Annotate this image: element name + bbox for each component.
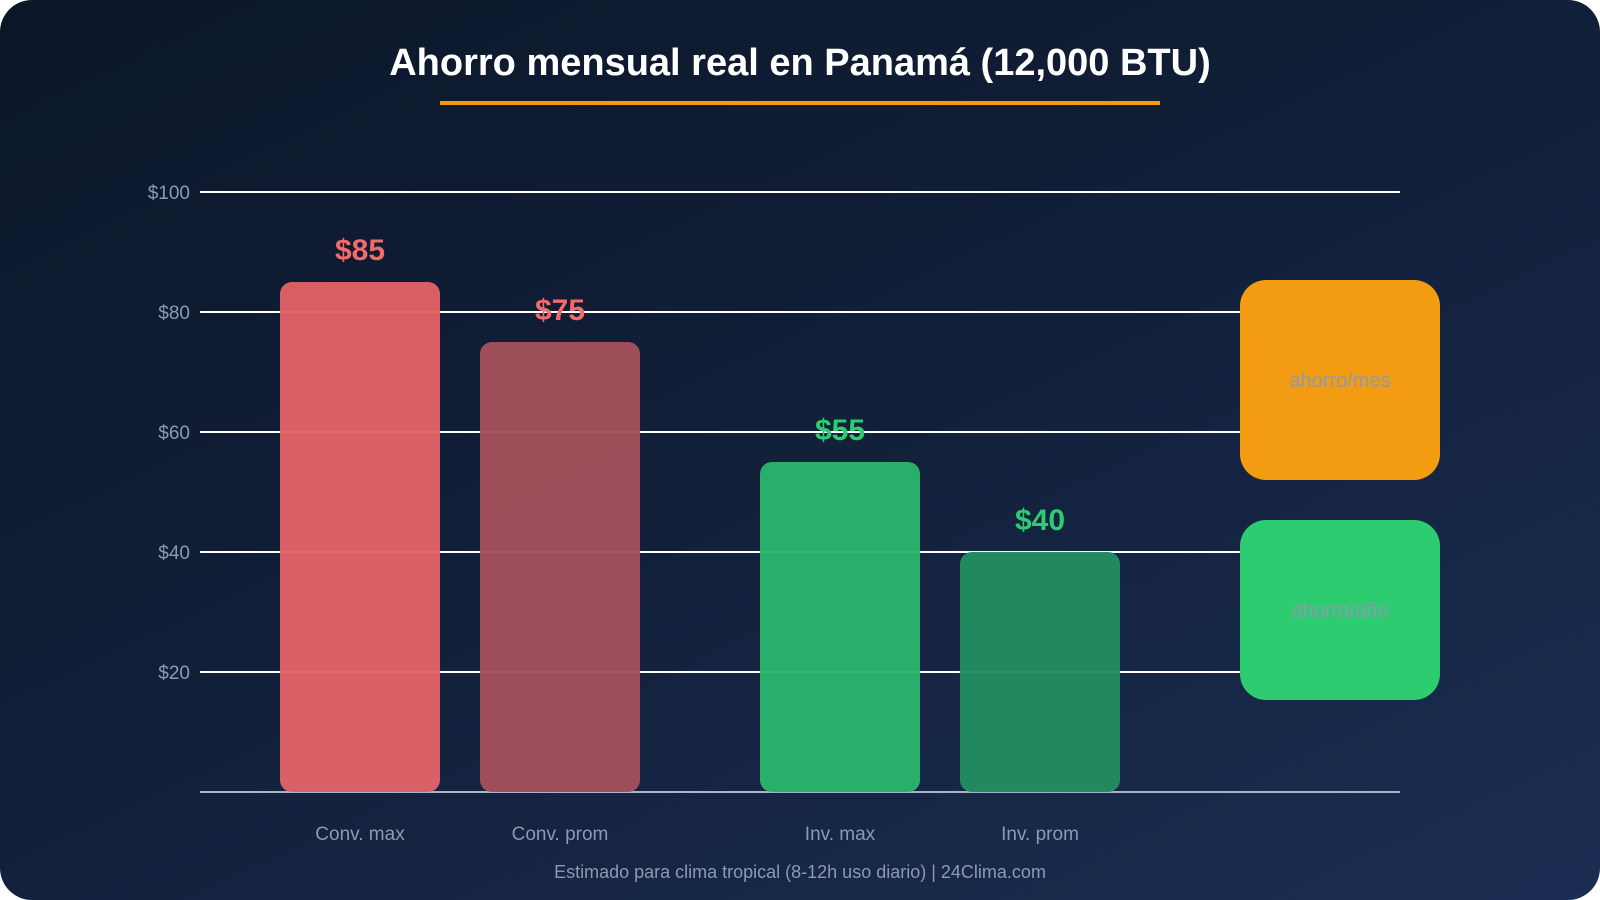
y-tick-label: $80 (158, 303, 190, 324)
x-category-label: Conv. max (315, 824, 405, 845)
x-category-label: Conv. prom (512, 824, 609, 845)
legend-box (1240, 280, 1440, 480)
bar-value-label: $85 (335, 234, 385, 267)
y-tick-label: $20 (158, 663, 190, 684)
legend-box (1240, 520, 1440, 700)
legend-label: ahorro/año (1292, 600, 1389, 622)
bar (480, 342, 640, 792)
y-tick-label: $40 (158, 543, 190, 564)
y-tick-label: $60 (158, 423, 190, 444)
title-underline (440, 101, 1160, 105)
bar-value-label: $55 (815, 414, 865, 447)
y-tick-label: $100 (148, 183, 190, 204)
legend-label: ahorro/mes (1289, 370, 1390, 392)
x-category-label: Inv. max (805, 824, 876, 845)
bar-value-label: $75 (535, 294, 585, 327)
x-category-label: Inv. prom (1001, 824, 1079, 845)
chart-footer: Estimado para clima tropical (8-12h uso … (554, 862, 1046, 882)
bar (760, 462, 920, 792)
bar (280, 282, 440, 792)
chart-title: Ahorro mensual real en Panamá (12,000 BT… (389, 42, 1211, 84)
bar-value-label: $40 (1015, 504, 1065, 537)
bar (960, 552, 1120, 792)
